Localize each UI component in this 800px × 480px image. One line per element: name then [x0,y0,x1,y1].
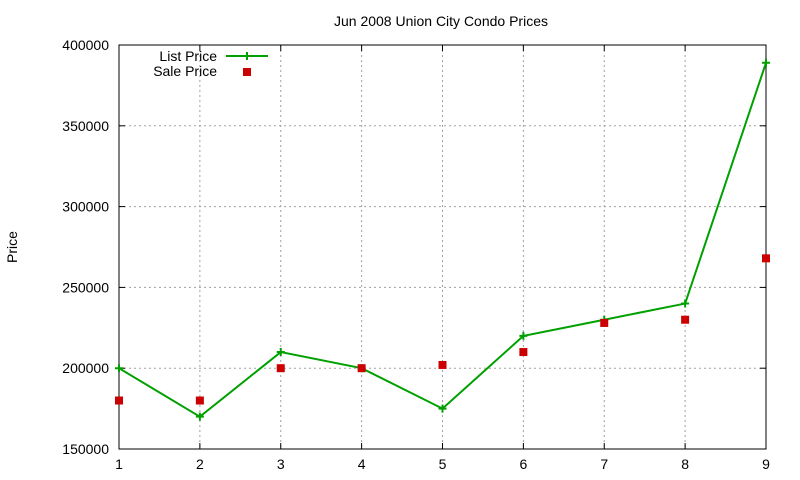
list-price-point [115,364,123,373]
list-price-point [519,331,528,340]
list-price-point [762,58,770,67]
legend: List Price Sale Price [153,48,268,79]
x-tick-label: 4 [358,456,366,472]
list-price-point [438,404,447,413]
sale-price-point [438,360,447,369]
axis-ticks [118,44,767,450]
chart-title: Jun 2008 Union City Condo Prices [334,13,548,29]
list-price-point [276,348,285,357]
sale-price-point [276,364,285,373]
y-tick-label: 400000 [62,37,109,53]
y-tick-label: 150000 [62,441,109,457]
series [115,58,770,421]
y-tick-label: 350000 [62,118,109,134]
legend-label-sale-price: Sale Price [153,63,217,79]
x-tick-label: 1 [115,456,123,472]
x-tick-label: 6 [519,456,527,472]
sale-price-point [762,254,770,263]
y-axis-label: Price [4,231,20,263]
y-tick-label: 200000 [62,360,109,376]
y-tick-label: 250000 [62,279,109,295]
legend-marker-list-price [243,52,251,60]
x-tick-label: 5 [439,456,447,472]
x-tick-label: 2 [196,456,204,472]
legend-label-list-price: List Price [159,48,217,64]
x-tick-label: 3 [277,456,285,472]
x-tick-labels: 1 2 3 4 5 6 7 8 9 [115,456,770,472]
legend-marker-sale-price [243,68,251,76]
list-price-point [195,412,204,421]
list-price-point [681,299,690,308]
x-tick-label: 8 [681,456,689,472]
sale-price-point [519,348,528,357]
x-tick-label: 9 [762,456,770,472]
y-tick-label: 300000 [62,199,109,215]
x-tick-label: 7 [600,456,608,472]
sale-price-point [115,396,123,405]
sale-price-point [195,396,204,405]
sale-price-point [681,315,690,324]
sale-price-point [600,318,609,327]
y-tick-labels: 150000 200000 250000 300000 350000 400000 [62,37,109,457]
sale-price-point [357,364,366,373]
gridlines [119,45,766,449]
